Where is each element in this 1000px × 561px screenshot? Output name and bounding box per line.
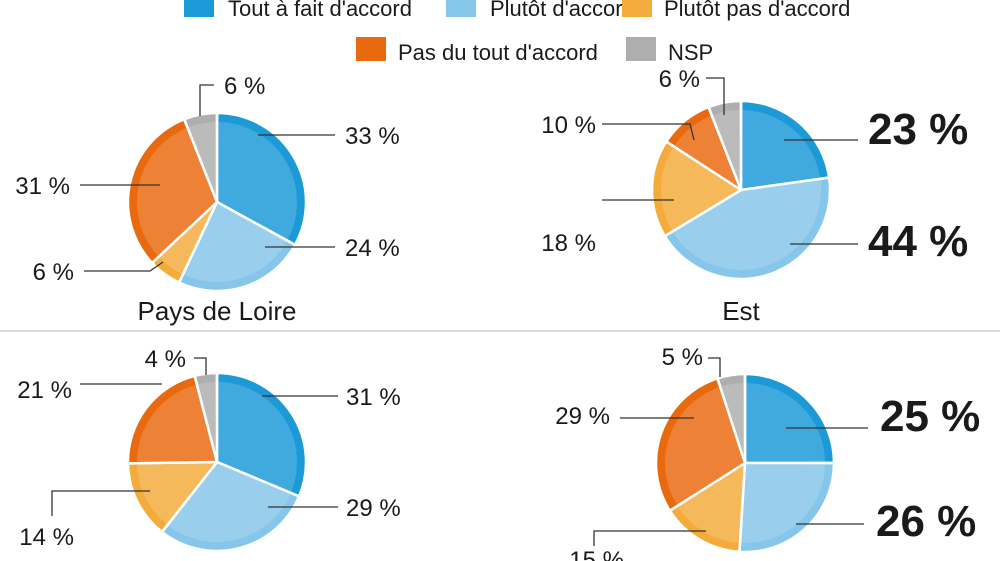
data-label-nsp: 5 % [662, 344, 703, 371]
legend-label-plutot-d-accord: Plutôt d'accord [490, 0, 635, 21]
slice-separator [664, 188, 742, 238]
slice-separator [216, 200, 296, 246]
slice-separator [151, 201, 218, 264]
legend-swatch-plutot-d-accord [446, 0, 476, 17]
leader-line [199, 84, 214, 116]
leader-line [51, 490, 150, 516]
pie-slice-pas-du-tout-d-accord [126, 118, 219, 265]
legend-swatch-tout-a-fait-d-accord [184, 0, 214, 17]
data-label-tout-a-fait-d-accord: 23 % [868, 105, 968, 154]
pie-slice-pas-du-tout-d-accord [654, 377, 747, 512]
pie-slice-tout-a-fait-d-accord [743, 372, 836, 465]
pie-slice-tout-a-fait-d-accord [215, 111, 308, 247]
slice-separator [716, 377, 747, 464]
chart-title: Pays de Loire [138, 296, 297, 326]
data-label-plutot-d-accord: 44 % [868, 217, 968, 266]
data-label-pas-du-tout-d-accord: 29 % [555, 403, 610, 430]
slice-separator [669, 461, 746, 512]
slice-separator [665, 140, 742, 192]
pie-slice-plutot-d-accord [663, 176, 832, 281]
data-label-nsp: 4 % [145, 346, 186, 373]
data-label-plutot-d-accord: 26 % [876, 497, 976, 546]
slice-separator [183, 118, 219, 203]
data-label-plutot-d-accord: 29 % [346, 495, 401, 522]
slice-separator [707, 106, 743, 191]
pie-slice-plutot-d-accord [160, 460, 301, 553]
legend-swatch-pas-du-tout-d-accord [356, 37, 386, 61]
pie-slice-plutot-pas-d-accord [668, 461, 747, 554]
pie-slice-tout-a-fait-d-accord [215, 371, 308, 498]
leader-line [602, 123, 695, 141]
slice-separator [177, 201, 219, 284]
leader-line [194, 357, 207, 375]
leader-line [708, 357, 721, 377]
slice-separator [127, 460, 218, 465]
data-label-nsp: 6 % [659, 66, 700, 93]
pie-chart-1: 33 % 24 % 6 % 31 % 6 % Pays de Loire [15, 73, 399, 326]
pie-slice-plutot-pas-d-accord [126, 460, 219, 534]
slice-separator [738, 462, 747, 552]
data-label-nsp: 6 % [224, 73, 265, 100]
data-label-pas-du-tout-d-accord: 31 % [15, 173, 70, 200]
legend-label-tout-a-fait-d-accord: Tout à fait d'accord [228, 0, 412, 21]
chart-title: Est [722, 296, 760, 326]
slice-separator [161, 461, 218, 533]
data-label-pas-du-tout-d-accord: 21 % [17, 377, 72, 404]
leader-line [84, 261, 164, 272]
pie-chart-2: 23 % 44 % 18 % 10 % 6 % Est [541, 66, 968, 326]
pie-slice-plutot-d-accord [177, 200, 297, 293]
data-label-plutot-pas-d-accord: 14 % [19, 524, 74, 551]
data-label-pas-du-tout-d-accord: 10 % [541, 112, 596, 139]
legend-label-pas-du-tout-d-accord: Pas du tout d'accord [398, 40, 598, 65]
leader-line [593, 530, 706, 546]
leader-line [706, 77, 725, 115]
data-label-tout-a-fait-d-accord: 31 % [346, 384, 401, 411]
slice-separator [216, 460, 300, 498]
legend-swatch-plutot-pas-d-accord [622, 0, 652, 17]
legend: Tout à fait d'accord Plutôt d'accord Plutô… [184, 0, 850, 65]
slice-separator [193, 375, 219, 463]
pie-slice-tout-a-fait-d-accord [739, 99, 831, 192]
data-label-plutot-pas-d-accord: 6 % [33, 259, 74, 286]
slice-separator [740, 176, 830, 192]
data-label-tout-a-fait-d-accord: 33 % [345, 123, 400, 150]
charts: 33 % 24 % 6 % 31 % 6 % Pays de Loire 23 % 44 % 1… [15, 66, 980, 561]
pie-slice-plutot-d-accord [738, 461, 836, 554]
legend-label-plutot-pas-d-accord: Plutôt pas d'accord [664, 0, 850, 21]
data-label-plutot-pas-d-accord: 15 % [569, 547, 624, 561]
data-label-plutot-d-accord: 24 % [345, 235, 400, 262]
pie-slice-plutot-pas-d-accord [650, 140, 743, 238]
pie-chart-4: 25 % 26 % 15 % 29 % 5 % [555, 344, 980, 561]
legend-swatch-nsp [626, 37, 656, 61]
data-label-tout-a-fait-d-accord: 25 % [880, 392, 980, 441]
legend-label-nsp: NSP [668, 40, 713, 65]
pie-slice-pas-du-tout-d-accord [126, 374, 219, 465]
pie-chart-3: 31 % 29 % 14 % 21 % 4 % [17, 346, 401, 553]
data-label-plutot-pas-d-accord: 18 % [541, 230, 596, 257]
